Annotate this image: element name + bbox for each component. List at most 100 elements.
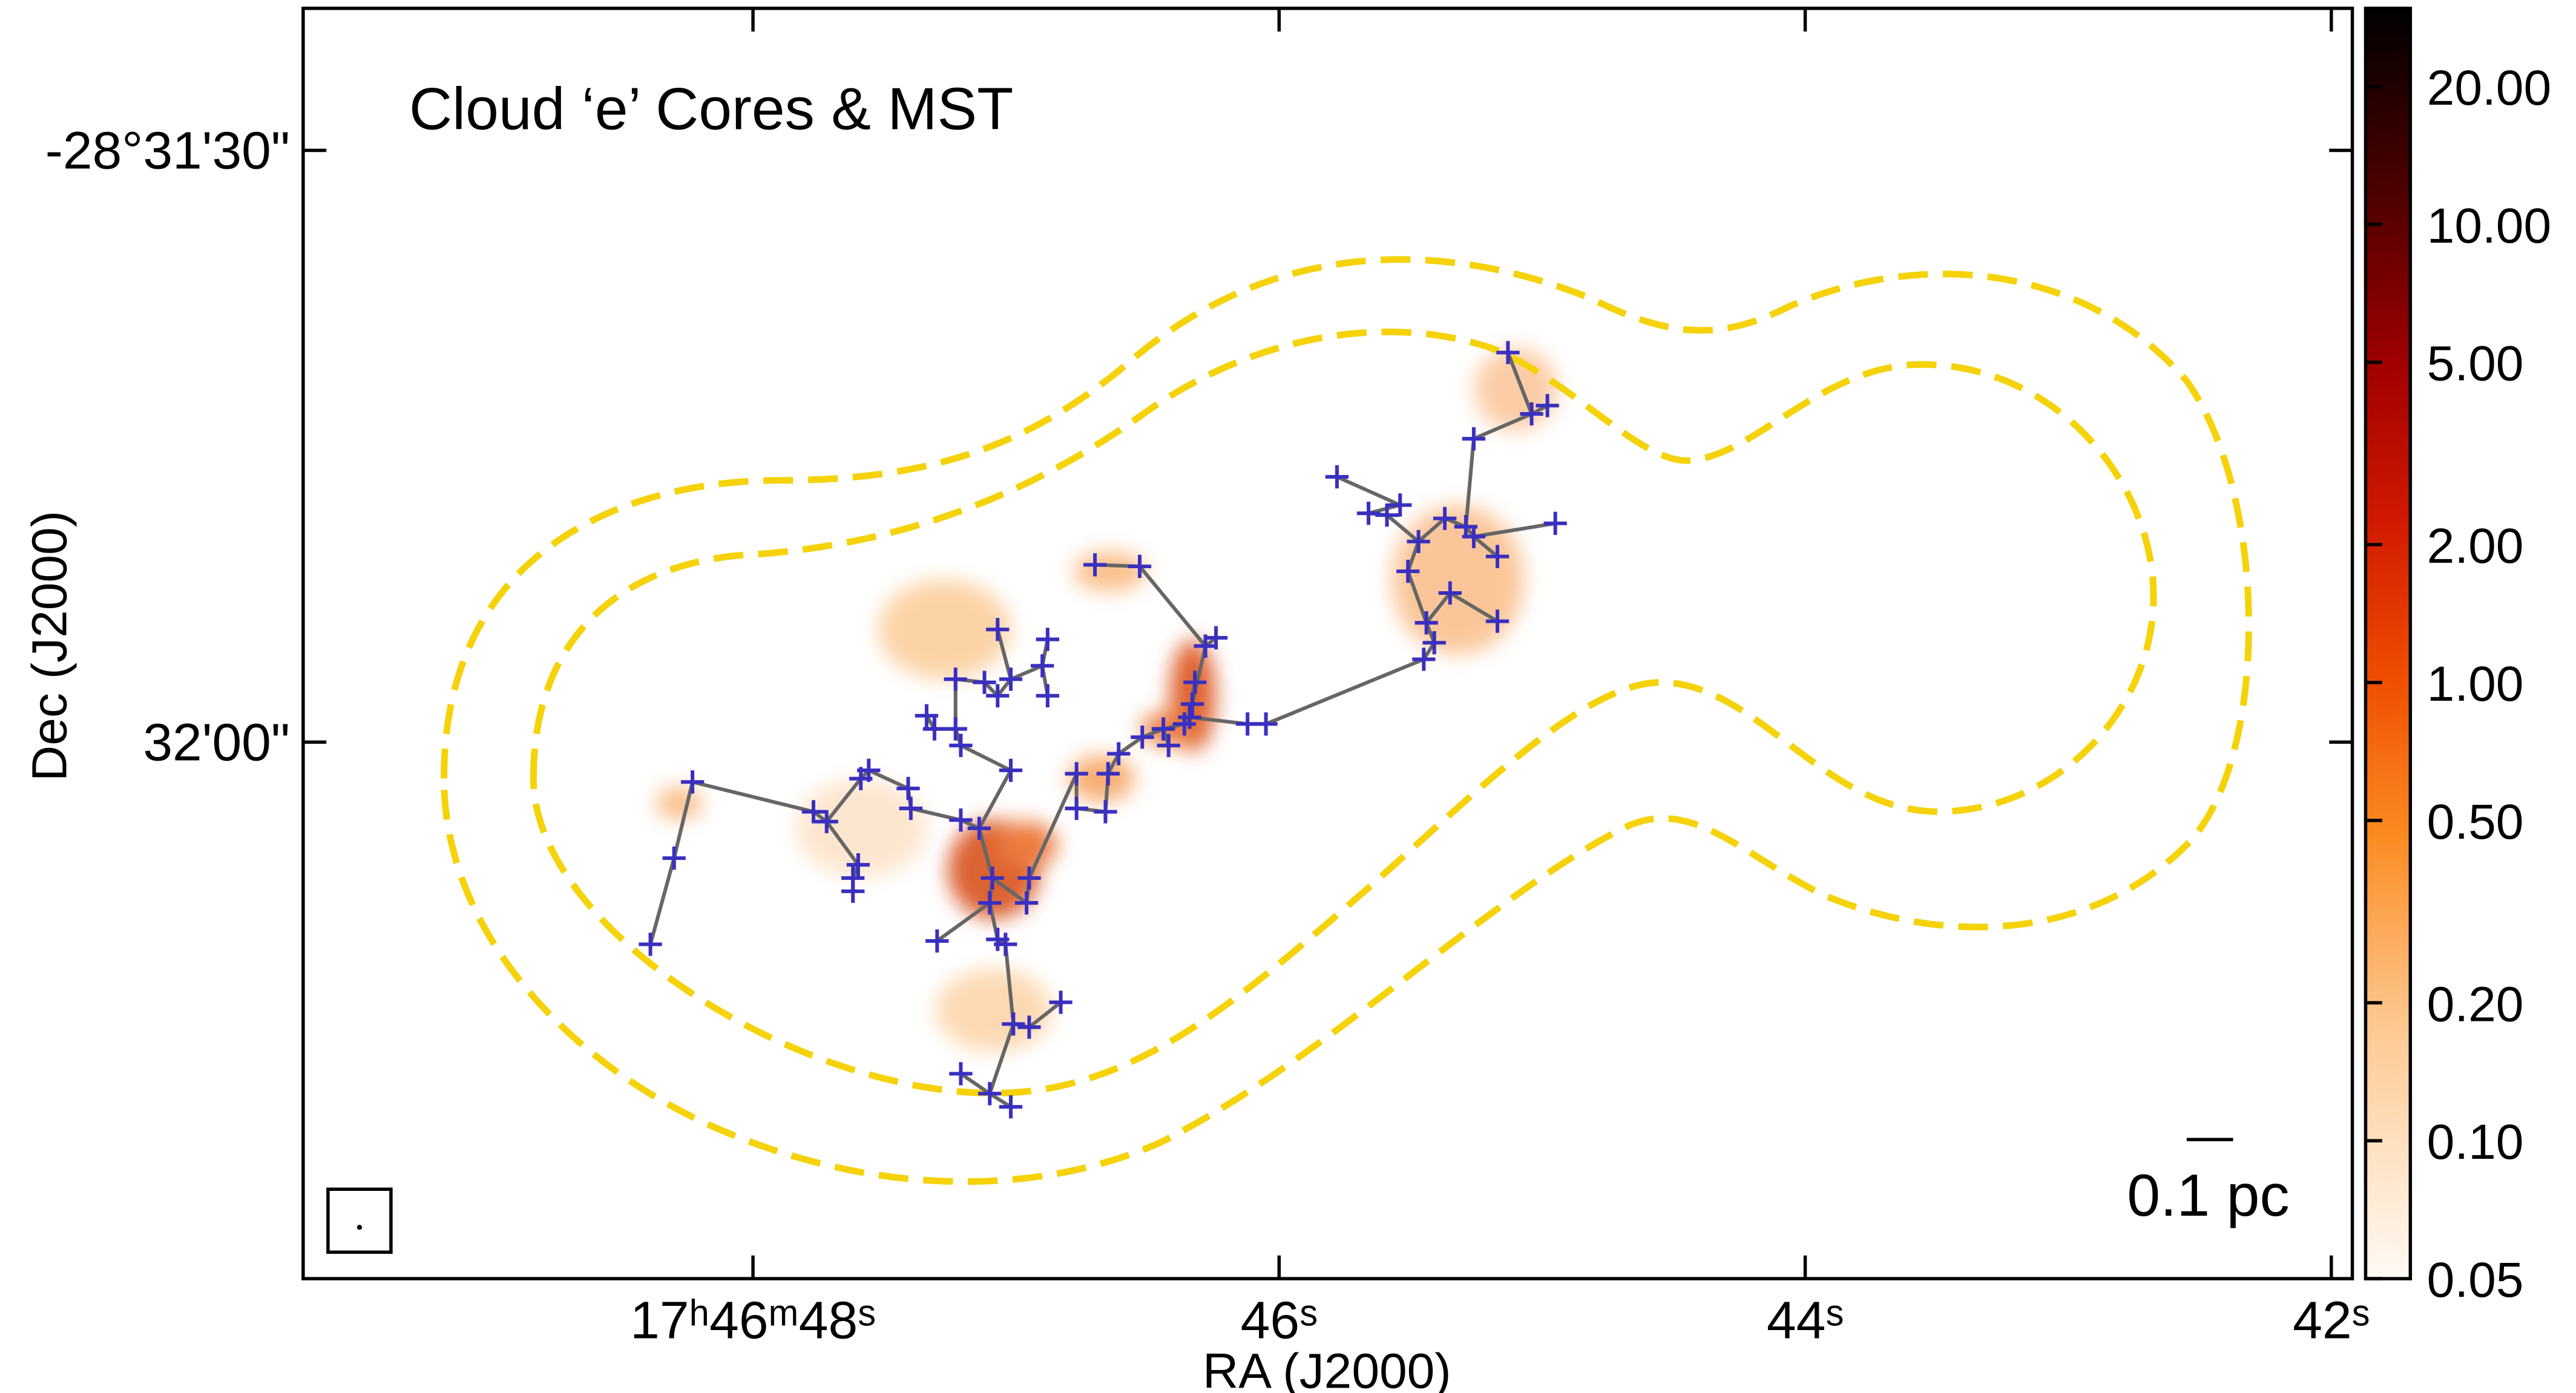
- core-marker: [1183, 670, 1207, 694]
- core-marker: [1065, 762, 1088, 785]
- chart-title: Cloud ‘e’ Cores & MST: [409, 76, 1013, 142]
- mst-edge: [978, 769, 1013, 830]
- colorbar-tick-label: 10.00: [2427, 198, 2551, 254]
- mst-edge: [1449, 591, 1499, 623]
- core-marker: [949, 1062, 973, 1086]
- core-marker: [1096, 762, 1120, 785]
- core-marker: [986, 618, 1010, 641]
- colorbar-tick-label: 2.00: [2427, 519, 2524, 574]
- core-marker: [1128, 554, 1152, 579]
- mst-edge: [1138, 565, 1207, 647]
- mst-edge: [1385, 513, 1420, 543]
- core-marker: [1014, 891, 1039, 915]
- core-marker: [1180, 692, 1204, 716]
- mst-edge: [1417, 517, 1447, 543]
- inner-contour: [530, 328, 2157, 1096]
- mst-edge: [996, 678, 1013, 697]
- core-marker: [841, 879, 865, 903]
- core-marker: [1131, 726, 1154, 749]
- core-marker: [994, 932, 1017, 956]
- mst-edge: [1473, 521, 1556, 539]
- core-marker: [999, 1095, 1023, 1119]
- outer-contour: [441, 256, 2252, 1185]
- colorbar-tick-label: 0.50: [2427, 795, 2524, 850]
- core-marker: [1065, 796, 1088, 821]
- emission: [656, 347, 1557, 1052]
- core-marker: [1036, 628, 1059, 651]
- mst-edge: [825, 820, 860, 866]
- core-marker: [1462, 525, 1486, 548]
- mst-edge: [1265, 657, 1425, 726]
- core-marker: [973, 670, 996, 694]
- x-tick-label: 17ʰ46ᵐ48ˢ: [630, 1291, 876, 1350]
- contours: [441, 256, 2252, 1185]
- x-tick-label: 42ˢ: [2293, 1291, 2370, 1350]
- core-marker: [1151, 717, 1175, 741]
- core-marker: [925, 929, 949, 953]
- core-marker: [815, 810, 838, 833]
- core-marker: [922, 717, 947, 741]
- mst-edge: [1472, 535, 1499, 558]
- colorbar-tick-label: 1.00: [2427, 657, 2524, 712]
- core-marker: [1157, 733, 1180, 758]
- mst-edge: [1004, 944, 1016, 1024]
- y-axis-label: Dec (J2000): [22, 511, 77, 781]
- mst-edge: [825, 777, 862, 823]
- mst-edge: [672, 781, 695, 859]
- core-marker: [1325, 465, 1349, 489]
- core-marker: [1030, 654, 1054, 678]
- colorbar-tick-label: 0.10: [2427, 1115, 2524, 1170]
- core-marker: [1094, 800, 1117, 824]
- mst-edge: [910, 806, 962, 822]
- colorbar-tick-label: 20.00: [2427, 61, 2551, 116]
- mst-edge: [988, 1092, 1012, 1109]
- core-marker: [1083, 553, 1107, 577]
- core-marker: [1485, 609, 1510, 633]
- core-marker: [1204, 626, 1228, 650]
- core-marker: [986, 684, 1010, 707]
- core-marker: [899, 796, 922, 821]
- core-marker: [967, 816, 991, 841]
- core-marker: [944, 717, 967, 741]
- x-tick-label: 44ˢ: [1767, 1291, 1844, 1350]
- core-marker: [1422, 631, 1446, 655]
- core-marker: [999, 667, 1023, 691]
- core-marker: [1002, 1012, 1025, 1036]
- core-marker: [1536, 394, 1559, 418]
- core-marker: [1049, 991, 1073, 1014]
- core-marker: [662, 846, 686, 870]
- core-marker: [1412, 647, 1436, 671]
- mst-edge: [1117, 735, 1144, 756]
- core-marker: [639, 932, 662, 956]
- core-marker: [1485, 545, 1510, 568]
- mst-edge: [692, 780, 814, 814]
- colorbar-tick-label: 5.00: [2427, 336, 2524, 392]
- core-marker: [949, 808, 973, 832]
- mst-edge: [1190, 645, 1208, 705]
- mst-edge: [983, 681, 999, 697]
- mst-edge: [648, 857, 676, 945]
- mst-edge: [988, 1023, 1016, 1095]
- core-marker: [978, 1082, 1002, 1106]
- core-marker: [944, 667, 967, 691]
- core-marker: [1396, 559, 1420, 583]
- core-marker: [999, 758, 1023, 782]
- core-marker: [1543, 511, 1567, 536]
- mst-edge: [1336, 475, 1401, 507]
- mst-edge: [996, 629, 1013, 680]
- plot-frame: [301, 7, 2354, 1280]
- x-axis-label: RA (J2000): [1203, 1344, 1451, 1393]
- colorbar-tick-label: 0.05: [2427, 1253, 2524, 1308]
- core-marker: [981, 866, 1004, 890]
- colorbar: [2364, 7, 2413, 1280]
- core-marker: [680, 770, 705, 794]
- core-marker: [1254, 712, 1278, 736]
- core-marker: [1017, 866, 1041, 890]
- x-tick-label: 46ˢ: [1241, 1291, 1318, 1350]
- scale-bar-label: 0.1 pc: [2127, 1162, 2289, 1228]
- mst-edge: [977, 828, 994, 879]
- mst-edge: [1473, 412, 1533, 441]
- core-marker: [1496, 341, 1520, 364]
- core-marker: [1414, 611, 1438, 635]
- core-marker: [949, 733, 973, 758]
